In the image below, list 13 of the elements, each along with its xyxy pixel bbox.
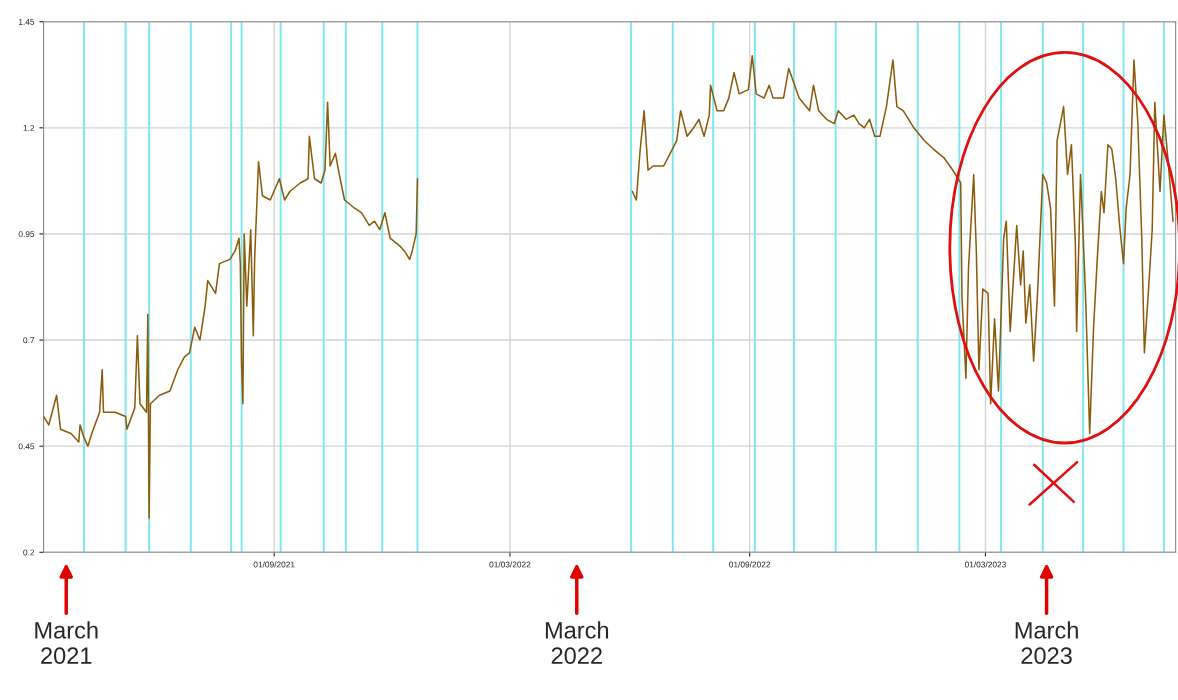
y-tick-label: 0.45: [18, 443, 35, 450]
y-tick-label: 1.45: [18, 18, 35, 25]
x-tick-label: 01/09/2022: [729, 561, 771, 568]
y-tick-label: 0.2: [23, 549, 35, 556]
text: March 2022: [545, 621, 609, 665]
x-tick-label: 01/09/2021: [253, 561, 295, 568]
y-tick-label: 0.7: [23, 337, 35, 344]
x-tick-label: 01/03/2022: [489, 561, 531, 568]
x-tick-label: 01/03/2023: [964, 561, 1006, 568]
y-tick-label: 0.95: [18, 231, 35, 238]
y-tick-label: 1.2: [23, 125, 35, 131]
text: March 2023: [1015, 621, 1078, 665]
text: March 2021: [35, 621, 98, 665]
